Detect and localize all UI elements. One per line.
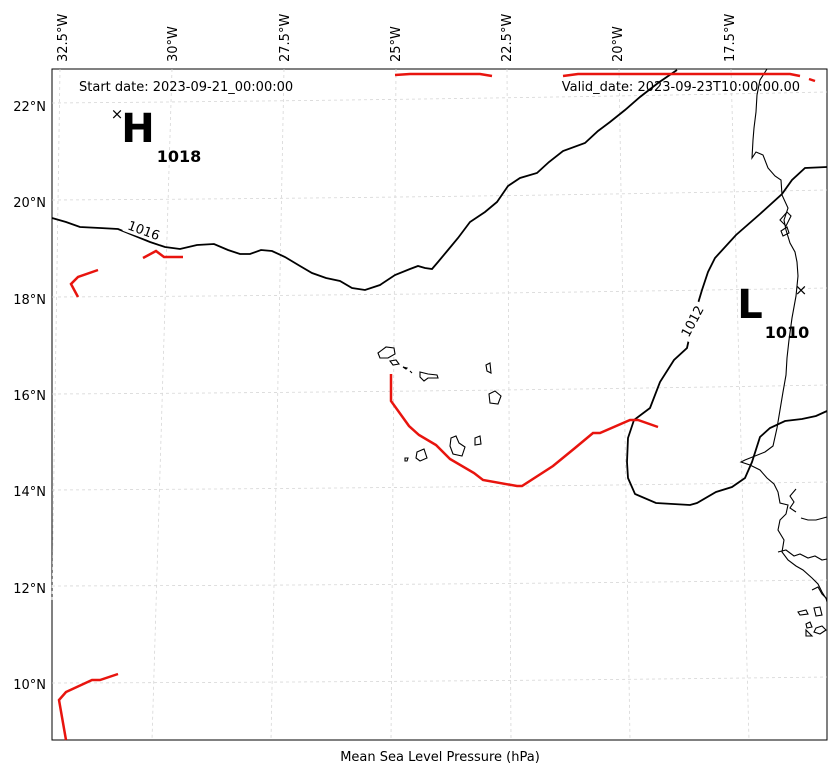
lat-label: 22°N	[13, 100, 46, 115]
lon-label: 30°W	[166, 26, 181, 62]
start-date-label: Start date: 2023-09-21_00:00:00	[79, 80, 293, 95]
lon-label: 32.5°W	[56, 14, 71, 62]
valid-date-label: Valid_date: 2023-09-23T10:00:00.00	[562, 80, 800, 95]
lat-label: 14°N	[13, 485, 46, 500]
high-value: 1018	[157, 147, 202, 166]
lon-label: 22.5°W	[500, 14, 515, 62]
high-symbol: H	[121, 106, 154, 152]
map-caption: Mean Sea Level Pressure (hPa)	[340, 750, 540, 765]
isobars	[51, 69, 828, 506]
graticule	[51, 68, 828, 741]
isobar-1012	[626, 166, 828, 506]
center-marker-icon: ×	[111, 105, 124, 123]
fronts	[57, 72, 816, 741]
latitude-labels: 22°N 20°N 18°N 16°N 14°N 12°N 10°N	[13, 100, 46, 693]
map-frame	[51, 68, 828, 741]
isobar-1016	[51, 69, 678, 291]
lon-label: 25°W	[389, 26, 404, 62]
isobar-label-bg-1016	[122, 215, 166, 245]
lon-label: 17.5°W	[723, 14, 738, 62]
lat-label: 20°N	[13, 196, 46, 211]
africa-coastline	[739, 68, 828, 637]
longitude-labels: 32.5°W 30°W 27.5°W 25°W 22.5°W 20°W 17.5…	[56, 14, 738, 62]
lat-label: 16°N	[13, 389, 46, 404]
low-pressure-center: × L 1010	[737, 281, 809, 342]
lon-label: 27.5°W	[278, 14, 293, 62]
cape-verde-islands	[377, 346, 502, 462]
high-pressure-center: × H 1018	[111, 105, 202, 166]
lon-label: 20°W	[611, 26, 626, 62]
center-marker-icon: ×	[795, 281, 808, 299]
lat-label: 18°N	[13, 293, 46, 308]
low-symbol: L	[737, 282, 763, 328]
lat-label: 12°N	[13, 582, 46, 597]
lat-label: 10°N	[13, 678, 46, 693]
low-value: 1010	[765, 323, 810, 342]
isobar-label-bg-1012	[675, 299, 709, 343]
